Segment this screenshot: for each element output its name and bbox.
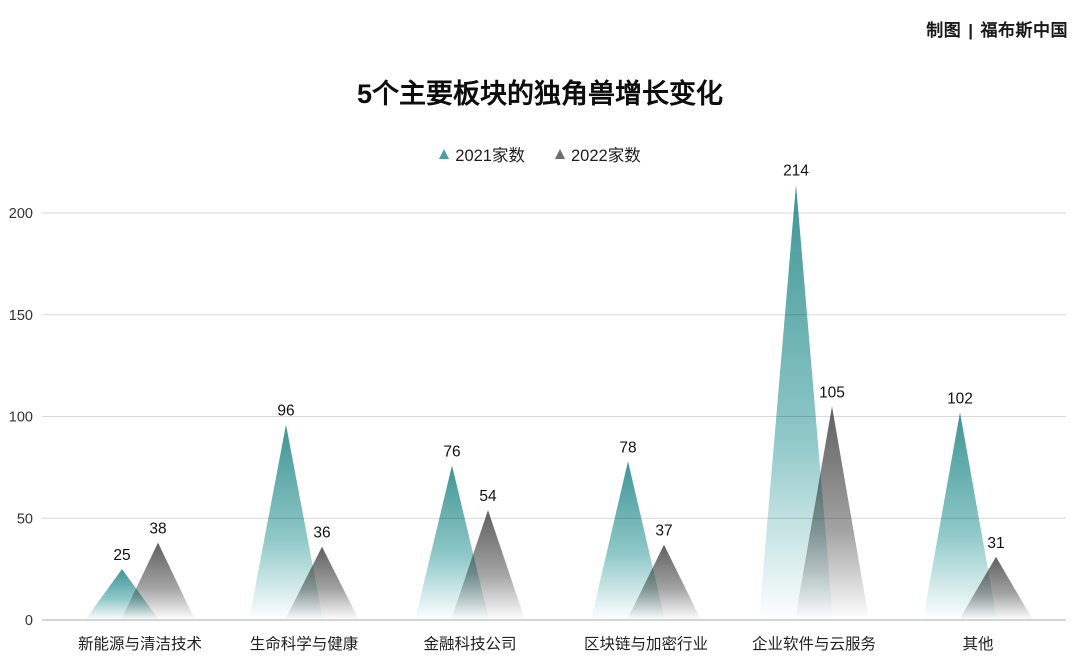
peak-2022	[795, 406, 869, 620]
peak-2021	[923, 412, 997, 620]
category-label: 企业软件与云服务	[752, 635, 876, 653]
value-label: 78	[619, 439, 636, 456]
credit-label: 制图	[926, 21, 962, 40]
value-label: 105	[819, 384, 845, 401]
legend-label-2021: 2021家数	[455, 147, 525, 165]
chart-legend: 2021家数 2022家数	[0, 142, 1080, 166]
value-label: 38	[149, 521, 166, 538]
value-label: 25	[113, 547, 130, 564]
value-label: 214	[783, 163, 809, 180]
legend-marker-2022-triangle-icon	[555, 149, 565, 159]
peak-2022	[959, 556, 1033, 620]
value-label: 37	[655, 523, 672, 540]
y-axis-tick-label: 50	[17, 511, 33, 527]
legend-marker-2021-triangle-icon	[439, 149, 450, 159]
value-label: 102	[947, 390, 973, 407]
category-label: 其他	[962, 635, 993, 653]
chart-title: 5个主要板块的独角兽增长变化	[356, 79, 723, 109]
value-label: 31	[987, 535, 1004, 552]
value-label: 96	[277, 403, 294, 420]
peak-2021	[249, 424, 323, 620]
legend-label-2022: 2022家数	[571, 147, 641, 165]
category-label: 区块链与加密行业	[584, 635, 708, 653]
peak-2022	[451, 510, 525, 620]
value-label: 54	[479, 488, 497, 505]
category-label: 新能源与清洁技术	[78, 635, 202, 653]
credit-line: 制图 | 福布斯中国	[926, 16, 1068, 41]
y-axis-tick-label: 150	[9, 308, 33, 324]
y-axis-tick-label: 100	[9, 410, 33, 426]
category-label: 生命科学与健康	[250, 635, 359, 653]
legend-item-2022: 2022家数	[555, 142, 641, 166]
value-label: 36	[313, 525, 330, 542]
credit-brand: 福布斯中国	[980, 21, 1068, 40]
y-axis-tick-label: 0	[25, 613, 33, 629]
credit-separator: |	[968, 21, 974, 40]
peak-2022	[121, 542, 195, 620]
y-axis-tick-label: 200	[9, 206, 33, 222]
peak-2022	[627, 544, 701, 620]
peak-2022	[285, 546, 359, 620]
category-label: 金融科技公司	[423, 635, 516, 653]
peak-2021	[591, 461, 665, 620]
legend-item-2021: 2021家数	[439, 142, 525, 166]
value-label: 76	[443, 443, 460, 460]
